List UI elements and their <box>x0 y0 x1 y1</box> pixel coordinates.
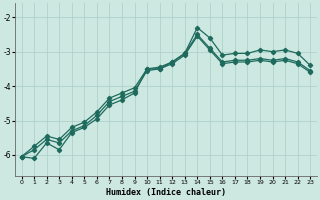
X-axis label: Humidex (Indice chaleur): Humidex (Indice chaleur) <box>106 188 226 197</box>
